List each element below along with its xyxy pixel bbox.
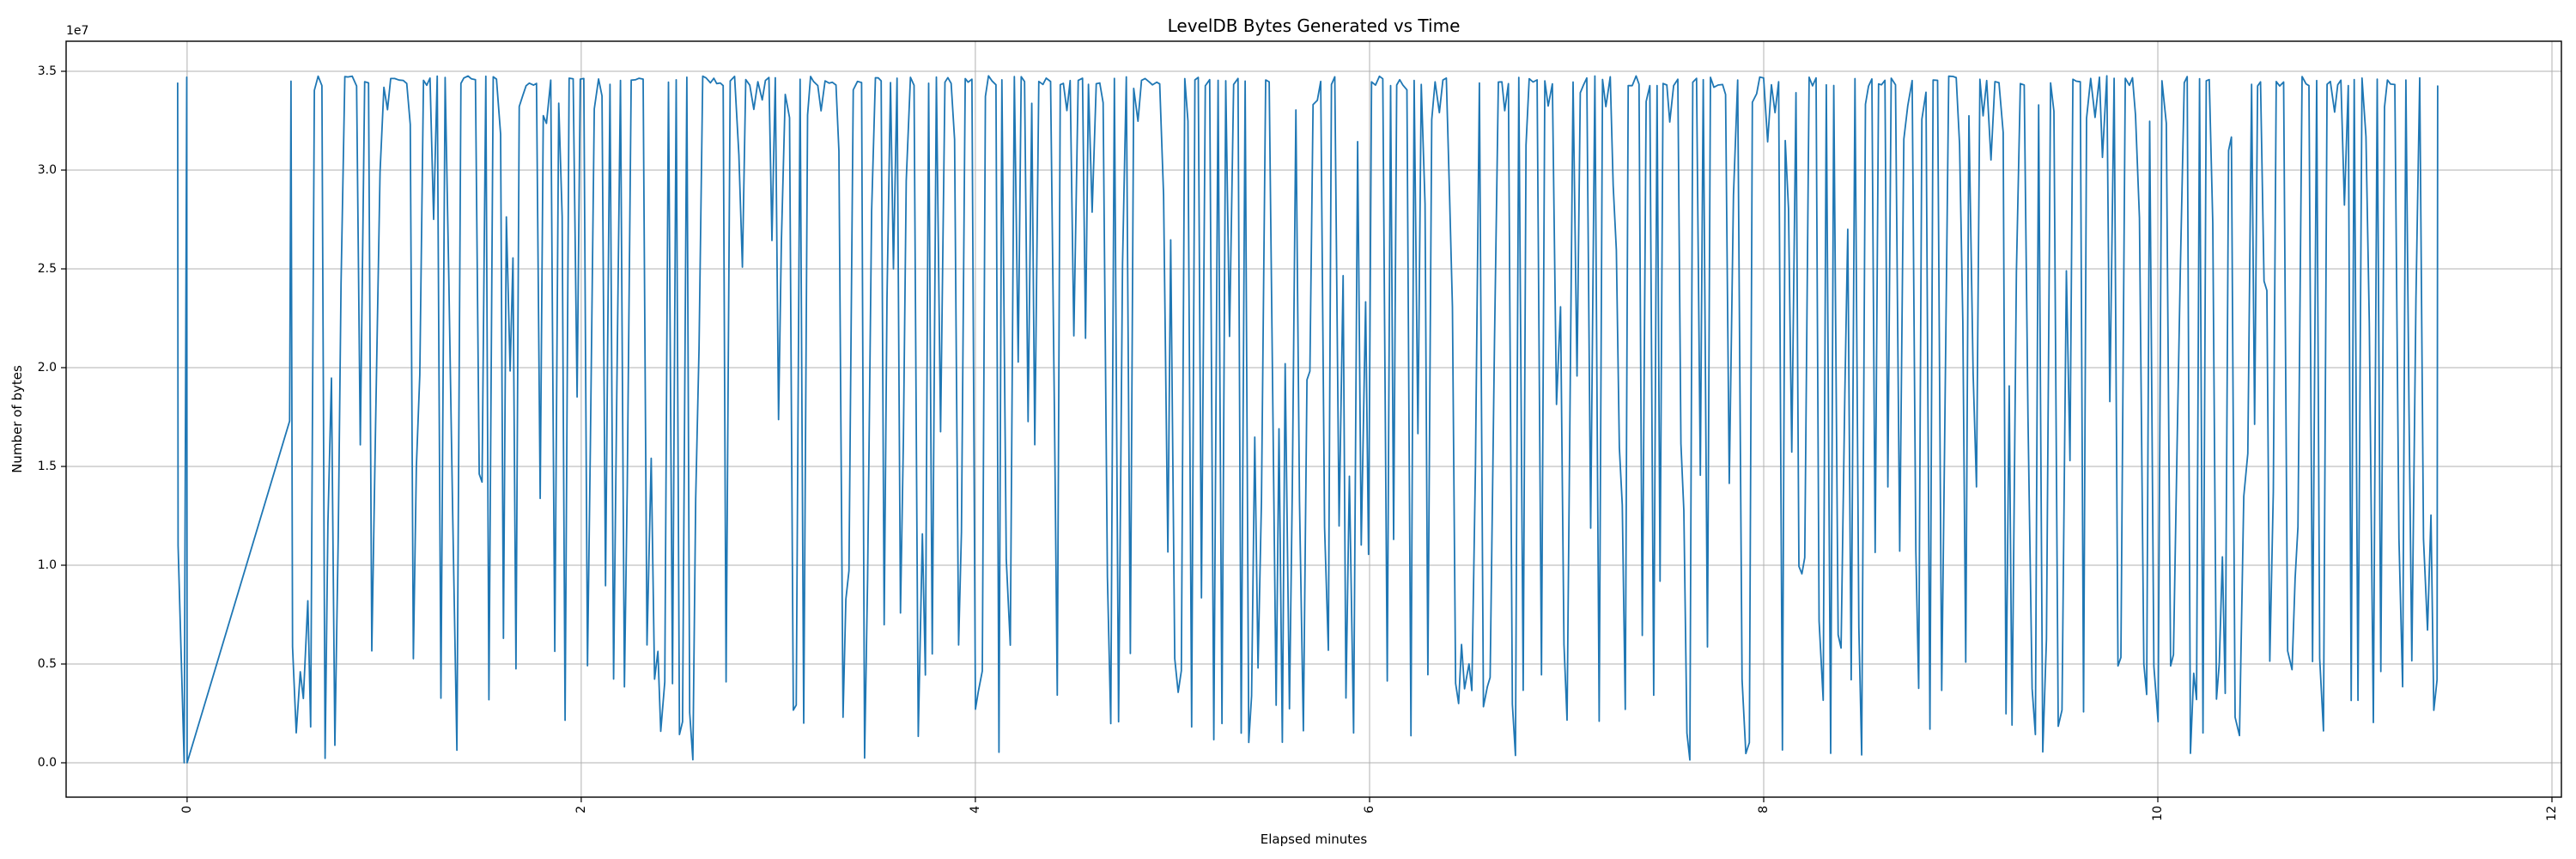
- y-tick-label: 1.5: [37, 459, 57, 473]
- figure-title: LevelDB Bytes Generated vs Time: [1167, 15, 1461, 36]
- y-axis-label: Number of bytes: [9, 365, 25, 473]
- y-tick-label: 0.0: [37, 755, 57, 770]
- x-tick-label: 12: [2544, 806, 2559, 821]
- x-tick-label: 0: [179, 806, 194, 813]
- plot-border: [65, 40, 2562, 798]
- series-line: [177, 75, 2439, 764]
- tickmark-layer: [61, 70, 2553, 802]
- y-axis-offset-text: 1e7: [66, 24, 89, 38]
- x-tick-label: 4: [968, 806, 982, 813]
- x-tick-label: 2: [574, 806, 588, 813]
- x-tick-label: 10: [2150, 806, 2165, 821]
- x-tick-label: 8: [1756, 806, 1771, 813]
- x-axis-label: Elapsed minutes: [1260, 832, 1368, 847]
- y-tick-label: 3.5: [37, 64, 57, 78]
- y-tick-label: 2.5: [37, 261, 57, 276]
- x-tick-label: 6: [1362, 806, 1376, 813]
- y-tick-label: 1.0: [37, 557, 57, 572]
- y-tick-label: 0.5: [37, 656, 57, 671]
- y-tick-label: 3.0: [37, 162, 57, 177]
- series-layer: [177, 75, 2439, 764]
- y-tick-label: 2.0: [37, 360, 57, 375]
